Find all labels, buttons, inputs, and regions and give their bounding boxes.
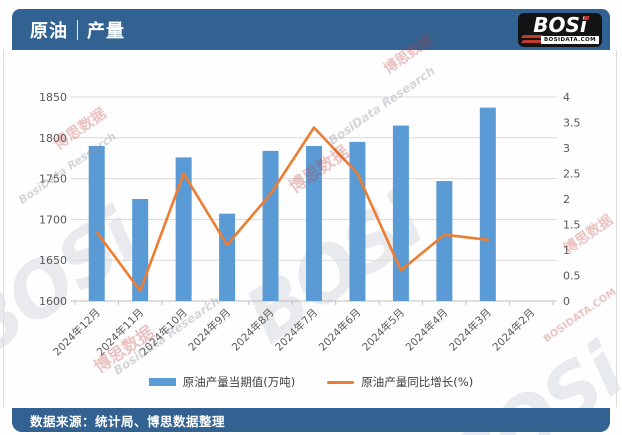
y-right-tick-label: 3.5 [563,117,581,130]
title-divider [77,19,78,40]
footer-banner: 数据来源：统计局、博思数据整理 [12,408,610,432]
bar [175,157,192,301]
trend-line [95,126,490,293]
bar [479,107,496,301]
bar [436,181,453,301]
x-tick-label: 2024年3月 [446,306,494,354]
frame-border-right [616,50,617,407]
logo-stripe-icon [520,34,544,38]
x-tick-label: 2024年2月 [490,306,538,354]
header-banner: 原油 产量 BOSi BOSIDATA.COM [12,9,610,50]
y-left-tick-label: 1850 [39,91,67,104]
combo-chart: 1600 1650 1700 1750 1800 1850 0 0.5 1 1.5 2 2.5 3 3.5… [39,91,581,358]
y-right-tick-label: 0.5 [563,270,581,283]
y-left-tick-label: 1600 [39,295,67,308]
frame-border-left [3,50,4,407]
logo-stripe-icon [520,39,544,43]
legend: 原油产量当期值(万吨) 原油产量同比增长(%) [0,374,622,390]
y-right-tick-label: 2 [563,193,570,206]
line-series-swatch [327,380,355,384]
x-tick-label: 2024年6月 [316,306,364,354]
y-left-tick-label: 1700 [39,213,67,226]
logo-domain: BOSIDATA.COM [540,35,599,44]
legend-label: 原油产量同比增长(%) [361,375,474,389]
title-metric: 产量 [87,20,125,42]
y-right-tick-label: 2.5 [563,168,581,181]
y-right-tick-label: 1 [563,244,570,257]
bar [88,145,105,301]
x-tick-label: 2024年5月 [359,306,407,354]
bosi-logo: BOSi BOSIDATA.COM [518,12,602,47]
data-source-note: 数据来源：统计局、博思数据整理 [30,413,226,429]
y-right-tick-label: 1.5 [563,219,581,232]
x-tick-label: 2024年7月 [272,306,320,354]
legend-item-line-series: 原油产量同比增长(%) [327,374,473,390]
y-left-tick-label: 1800 [39,132,67,145]
page-title: 原油 产量 [30,17,125,43]
x-tick-label: 2024年8月 [229,306,277,354]
bar [219,213,236,301]
legend-label: 原油产量当期值(万吨) [182,375,296,389]
bar [306,145,322,301]
bar [392,125,409,301]
y-right-tick-label: 4 [563,91,570,104]
x-tick-label: 2024年9月 [186,306,234,354]
x-tick-label: 2024年4月 [403,306,451,354]
bar-series-swatch [148,378,176,386]
y-left-tick-label: 1750 [39,173,67,186]
chart-area: 1600 1650 1700 1750 1800 1850 0 0.5 1 1.5 2 2.5 3 3.5… [0,55,622,375]
logo-wordmark: BOSi [533,12,587,37]
legend-item-bar-series: 原油产量当期值(万吨) [148,374,296,390]
bar [262,150,279,301]
title-category: 原油 [30,20,68,42]
bar [132,199,149,301]
y-right-tick-label: 3 [563,142,570,155]
y-right-tick-label: 0 [563,295,570,308]
y-left-tick-label: 1650 [39,254,67,267]
x-tick-label: 2024年10月 [137,306,189,358]
